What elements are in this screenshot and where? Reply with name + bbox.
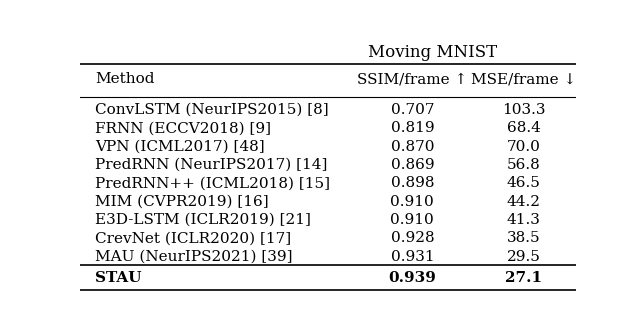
Text: 103.3: 103.3 <box>502 103 546 117</box>
Text: ConvLSTM (NeurIPS2015) [8]: ConvLSTM (NeurIPS2015) [8] <box>95 103 328 117</box>
Text: 56.8: 56.8 <box>507 158 541 172</box>
Text: MIM (CVPR2019) [16]: MIM (CVPR2019) [16] <box>95 195 269 209</box>
Text: 70.0: 70.0 <box>507 139 541 154</box>
Text: 27.1: 27.1 <box>506 271 543 285</box>
Text: 0.870: 0.870 <box>390 139 434 154</box>
Text: Method: Method <box>95 72 154 86</box>
Text: 0.910: 0.910 <box>390 195 434 209</box>
Text: PredRNN++ (ICML2018) [15]: PredRNN++ (ICML2018) [15] <box>95 176 330 190</box>
Text: MSE/frame ↓: MSE/frame ↓ <box>471 72 577 86</box>
Text: E3D-LSTM (ICLR2019) [21]: E3D-LSTM (ICLR2019) [21] <box>95 213 311 227</box>
Text: VPN (ICML2017) [48]: VPN (ICML2017) [48] <box>95 139 264 154</box>
Text: 68.4: 68.4 <box>507 121 541 135</box>
Text: SSIM/frame ↑: SSIM/frame ↑ <box>357 72 467 86</box>
Text: 46.5: 46.5 <box>507 176 541 190</box>
Text: PredRNN (NeurIPS2017) [14]: PredRNN (NeurIPS2017) [14] <box>95 158 327 172</box>
Text: FRNN (ECCV2018) [9]: FRNN (ECCV2018) [9] <box>95 121 271 135</box>
Text: STAU: STAU <box>95 271 141 285</box>
Text: CrevNet (ICLR2020) [17]: CrevNet (ICLR2020) [17] <box>95 231 291 245</box>
Text: 0.910: 0.910 <box>390 213 434 227</box>
Text: 0.931: 0.931 <box>390 250 434 263</box>
Text: Moving MNIST: Moving MNIST <box>367 44 497 61</box>
Text: 0.939: 0.939 <box>388 271 436 285</box>
Text: 0.707: 0.707 <box>390 103 434 117</box>
Text: 0.928: 0.928 <box>390 231 434 245</box>
Text: 38.5: 38.5 <box>507 231 541 245</box>
Text: 0.898: 0.898 <box>390 176 434 190</box>
Text: 0.869: 0.869 <box>390 158 434 172</box>
Text: MAU (NeurIPS2021) [39]: MAU (NeurIPS2021) [39] <box>95 250 292 263</box>
Text: 0.819: 0.819 <box>390 121 434 135</box>
Text: 44.2: 44.2 <box>507 195 541 209</box>
Text: 29.5: 29.5 <box>507 250 541 263</box>
Text: 41.3: 41.3 <box>507 213 541 227</box>
